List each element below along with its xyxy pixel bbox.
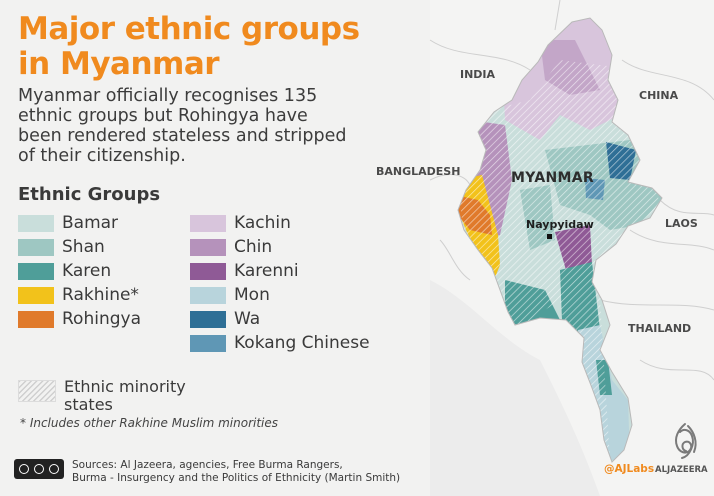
legend-label: Karen [62,261,112,281]
title-line-1: Major ethnic groups [18,11,360,47]
aljazeera-credit: ALJAZEERA [655,465,708,475]
legend-item-kokang-chinese: Kokang Chinese [190,331,370,355]
sources: Sources: Al Jazeera, agencies, Free Burm… [72,459,400,485]
legend-label: Mon [234,285,270,305]
sea [430,280,600,496]
capital-marker [547,234,552,239]
label-laos: LAOS [665,217,698,230]
legend-label: Wa [234,309,261,329]
legend-label: Rakhine* [62,285,139,305]
legend-title: Ethnic Groups [18,184,161,205]
legend-label: Rohingya [62,309,141,329]
swatch-chin [190,238,226,256]
legend-item-karen: Karen [18,259,141,283]
title-line-2: in Myanmar [18,46,220,82]
legend-item-rakhine: Rakhine* [18,283,141,307]
minority-label: Ethnic minority states [64,378,186,414]
legend-item-karenni: Karenni [190,259,370,283]
page-title: Major ethnic groups in Myanmar [18,12,360,82]
creative-commons-icon [14,459,64,479]
legend-label: Shan [62,237,105,257]
legend-label: Bamar [62,213,119,233]
legend-label: Karenni [234,261,299,281]
label-china: CHINA [639,89,679,102]
minority-label-line-2: states [64,395,113,414]
nc-icon [48,464,59,474]
legend-item-mon: Mon [190,283,370,307]
label-myanmar: MYANMAR [511,170,594,186]
swatch-kachin [190,214,226,232]
legend-label: Chin [234,237,273,257]
minority-label-line-1: Ethnic minority [64,377,186,396]
legend-item-wa: Wa [190,307,370,331]
swatch-mon [190,286,226,304]
legend-item-chin: Chin [190,235,370,259]
legend-label: Kachin [234,213,291,233]
aljazeera-logo-icon [675,423,697,459]
swatch-rakhine [18,286,54,304]
sources-line-1: Sources: Al Jazeera, agencies, Free Burm… [72,459,343,471]
swatch-wa [190,310,226,328]
label-india: INDIA [460,68,496,81]
legend-column-2: Kachin Chin Karenni Mon Wa Kokang Chines… [190,211,370,355]
swatch-shan [18,238,54,256]
swatch-rohingya [18,310,54,328]
legend-item-shan: Shan [18,235,141,259]
swatch-kokang-chinese [190,334,226,352]
ajlabs-credit: @AJLabs [604,463,655,475]
legend-column-1: Bamar Shan Karen Rakhine* Rohingya [18,211,141,331]
country-borders [429,0,714,381]
legend-label: Kokang Chinese [234,333,370,353]
subtitle: Myanmar officially recognises 135 ethnic… [18,86,347,166]
sources-line-2: Burma - Insurgency and the Politics of E… [72,472,401,484]
legend-item-rohingya: Rohingya [18,307,141,331]
legend-item-kachin: Kachin [190,211,370,235]
cc-icon [19,464,30,474]
footnote: * Includes other Rakhine Muslim minoriti… [20,416,279,430]
label-thailand: THAILAND [628,322,692,335]
swatch-karen [18,262,54,280]
label-capital: Naypyidaw [526,218,594,231]
legend-item-bamar: Bamar [18,211,141,235]
label-bangladesh: BANGLADESH [376,165,461,178]
swatch-karenni [190,262,226,280]
by-icon [33,464,44,474]
swatch-hatch [18,380,56,402]
myanmar-outline [457,17,663,463]
ethnic-minority-states-hatch [458,60,660,460]
legend-item-ethnic-minority-states: Ethnic minority states [18,378,186,414]
swatch-bamar [18,214,54,232]
